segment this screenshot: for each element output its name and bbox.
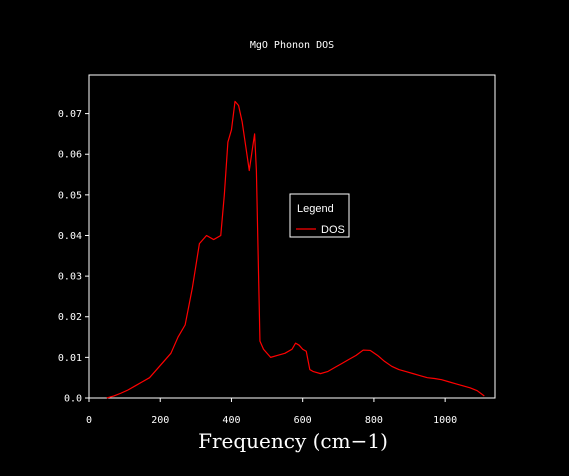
legend-box <box>289 193 350 238</box>
y-axis: 0.0 0.01 0.02 0.03 0.04 0.05 0.06 0.07 <box>58 109 89 405</box>
x-tick-label: 200 <box>151 415 169 426</box>
x-tick-label: 600 <box>294 415 312 426</box>
x-tick-label: 1000 <box>433 415 457 426</box>
y-tick-label: 0.01 <box>58 353 82 364</box>
y-tick-label: 0.05 <box>58 190 82 201</box>
y-tick-label: 0.07 <box>58 109 82 120</box>
y-tick-label: 0.06 <box>58 150 82 161</box>
y-tick-label: 0.03 <box>58 272 82 283</box>
chart-title: MgO Phonon DOS <box>250 40 334 51</box>
legend-entry-dos: DOS <box>321 224 345 236</box>
x-tick-label: 0 <box>86 415 92 426</box>
dos-series-line <box>106 100 485 399</box>
legend: Legend DOS <box>289 193 350 238</box>
x-tick-label: 800 <box>365 415 383 426</box>
y-tick-label: 0.0 <box>64 394 82 405</box>
x-axis-label: Frequency (cm−1) <box>198 429 388 453</box>
x-axis: 0 200 400 600 800 1000 <box>86 398 457 426</box>
plot-frame <box>88 74 496 399</box>
legend-title: Legend <box>297 203 334 215</box>
y-tick-label: 0.04 <box>58 231 82 242</box>
x-tick-label: 400 <box>222 415 240 426</box>
y-tick-label: 0.02 <box>58 312 82 323</box>
